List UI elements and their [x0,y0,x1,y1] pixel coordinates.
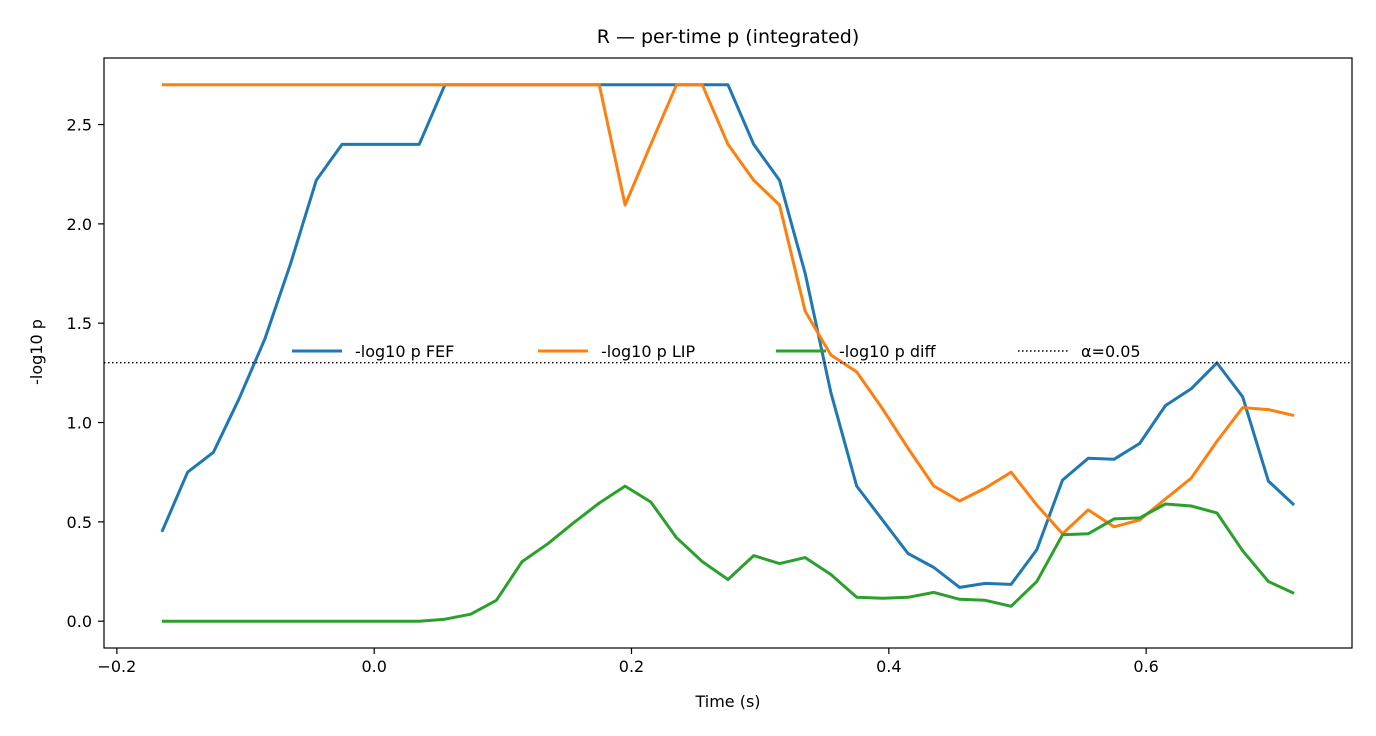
y-axis-ticks: 0.0 0.5 1.0 1.5 2.0 2.5 [67,116,104,631]
series-line-2 [161,484,1295,623]
y-tick-label: 1.5 [67,314,92,333]
y-tick-label: 1.0 [67,414,92,433]
axes-frame [103,57,1353,649]
chart-title: R — per-time p (integrated) [597,26,860,48]
y-tick-label: 2.0 [67,215,92,234]
x-axis-ticks: −0.2 0.0 0.2 0.4 0.6 [97,648,1159,676]
y-tick-label: 0.5 [67,513,92,532]
legend-label: -log10 p FEF [355,342,454,361]
legend-label: -log10 p LIP [601,342,695,361]
legend-label: -log10 p diff [839,342,936,361]
x-tick-label: 0.2 [619,657,644,676]
y-tick-label: 2.5 [67,116,92,135]
y-tick-label: 0.0 [67,612,92,631]
x-axis-label: Time (s) [694,692,760,711]
legend-label: α=0.05 [1081,342,1141,361]
x-tick-label: −0.2 [97,657,136,676]
x-tick-label: 0.0 [361,657,386,676]
legend: -log10 p FEF -log10 p LIP -log10 p diff α=0… [292,342,1141,361]
series-line-0 [160,83,1296,589]
y-axis-label: -log10 p [27,319,46,385]
x-tick-label: 0.6 [1133,657,1158,676]
series-line-1 [161,83,1295,536]
plot-lines [104,83,1352,623]
x-tick-label: 0.4 [876,657,901,676]
